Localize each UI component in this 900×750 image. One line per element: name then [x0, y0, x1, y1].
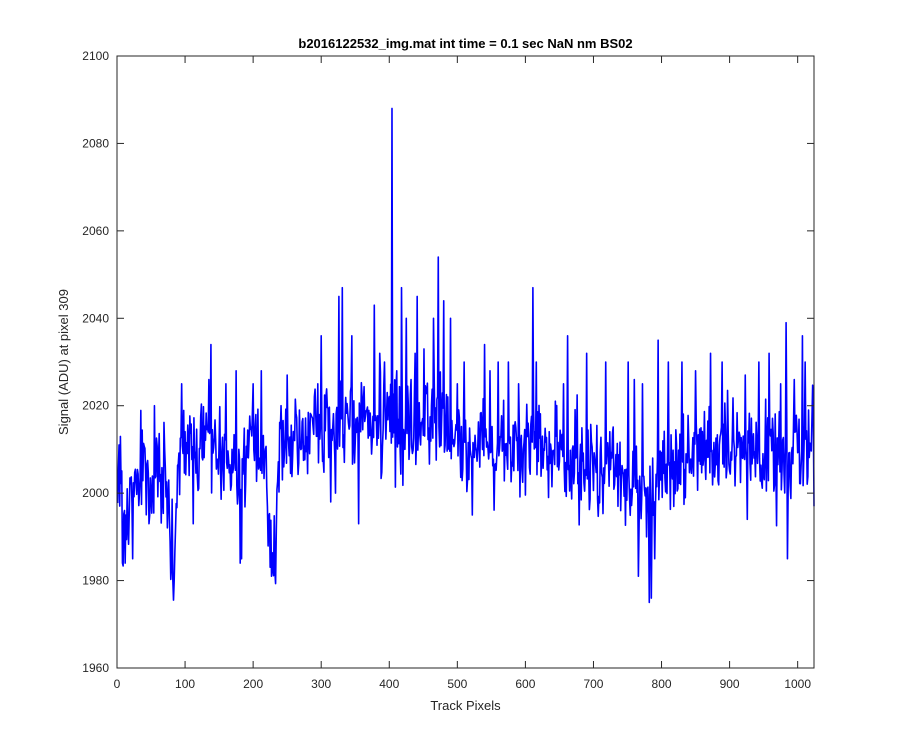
x-tick-label: 900 — [720, 677, 740, 691]
x-axis-ticks: 0 100 200 300 400 500 600 700 800 900 1000 — [114, 56, 811, 691]
x-tick-label: 500 — [447, 677, 467, 691]
x-tick-label: 200 — [243, 677, 263, 691]
y-tick-label: 2060 — [82, 224, 109, 238]
series-line — [116, 107, 815, 604]
x-tick-label: 700 — [583, 677, 603, 691]
y-tick-label: 1980 — [82, 574, 109, 588]
y-axis-label: Signal (ADU) at pixel 309 — [56, 289, 71, 435]
plot-area — [117, 56, 814, 668]
x-tick-label: 400 — [379, 677, 399, 691]
y-axis-ticks: 1960 1980 2000 2020 2040 2060 2080 2100 — [82, 49, 814, 675]
plot-frame — [116, 55, 815, 669]
series-layer — [116, 107, 815, 604]
y-tick-label: 2100 — [82, 49, 109, 63]
y-tick-label: 2000 — [82, 486, 109, 500]
x-tick-label: 300 — [311, 677, 331, 691]
x-tick-label: 1000 — [784, 677, 811, 691]
x-tick-label: 100 — [175, 677, 195, 691]
x-tick-label: 800 — [652, 677, 672, 691]
chart-title: b2016122532_img.mat int time = 0.1 sec N… — [298, 36, 632, 51]
x-tick-label: 600 — [515, 677, 535, 691]
x-axis-label: Track Pixels — [430, 698, 501, 713]
y-tick-label: 1960 — [82, 661, 109, 675]
y-tick-label: 2020 — [82, 399, 109, 413]
x-tick-label: 0 — [114, 677, 121, 691]
y-tick-label: 2080 — [82, 136, 109, 150]
y-tick-label: 2040 — [82, 311, 109, 325]
